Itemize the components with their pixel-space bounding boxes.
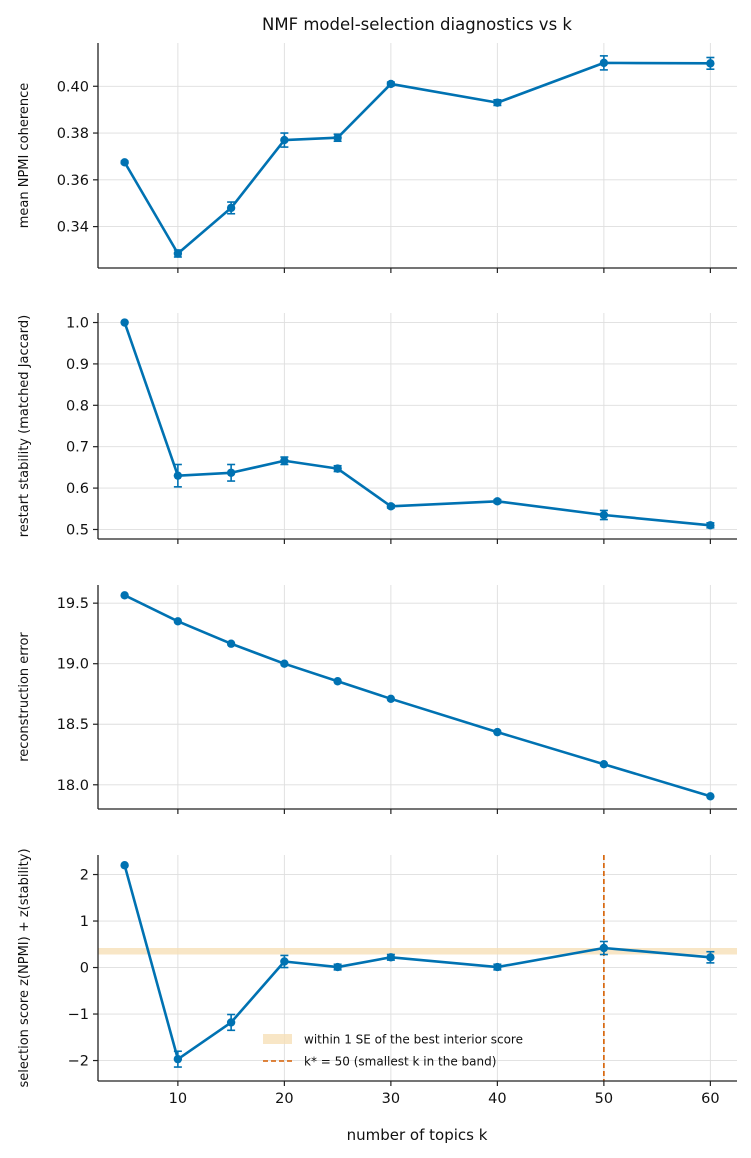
y-tick-label: 19.0 — [57, 657, 89, 673]
data-point — [226, 468, 236, 477]
panel-1: 0.34 0.36 0.38 0.40 mean NPMI coherence — [17, 43, 737, 273]
data-point — [280, 957, 289, 966]
legend-band-swatch — [263, 1034, 292, 1044]
y-tick-label: 0.40 — [57, 79, 89, 95]
y-tick-label: 1.0 — [66, 316, 89, 332]
y-tick-label: 0.8 — [66, 398, 89, 414]
data-point — [493, 727, 502, 737]
data-point — [280, 659, 289, 668]
x-axis-label: number of topics k — [347, 1126, 488, 1144]
series-line — [124, 594, 711, 798]
data-point — [120, 158, 129, 167]
data-point — [280, 456, 289, 465]
y-tick-label: 0 — [80, 961, 89, 977]
data-point — [386, 79, 396, 89]
series-line — [123, 864, 711, 1061]
data-point — [706, 59, 715, 68]
y-tick-label: 0.6 — [66, 481, 89, 497]
legend-label: k* = 50 (smallest k in the band) — [304, 1055, 496, 1069]
y-tick-label: 18.0 — [57, 778, 89, 794]
data-point — [599, 760, 609, 769]
data-point — [493, 98, 502, 107]
x-tick-label: 10 — [169, 1091, 187, 1107]
x-tick-label: 60 — [701, 1091, 719, 1107]
y-axis-label: reconstruction error — [17, 632, 32, 762]
data-point — [333, 464, 342, 473]
data-point — [226, 639, 236, 648]
x-tick-label: 30 — [382, 1091, 400, 1107]
data-point — [493, 962, 502, 972]
y-tick-label: 0.9 — [66, 357, 89, 373]
y-axis-label: restart stability (matched Jaccard) — [17, 315, 32, 537]
data-point — [706, 521, 715, 530]
y-tick-label: 19.5 — [57, 596, 89, 612]
data-point — [599, 58, 609, 68]
y-axis-label: selection score z(NPMI) + z(stability) — [17, 848, 32, 1087]
data-point — [120, 861, 129, 870]
y-tick-label: 0.34 — [57, 220, 89, 236]
data-point — [493, 497, 502, 506]
y-axis-label: mean NPMI coherence — [17, 83, 32, 229]
data-point — [333, 677, 342, 686]
se-band — [98, 948, 737, 955]
data-point — [706, 953, 715, 962]
data-point — [386, 502, 396, 511]
data-point — [333, 962, 342, 972]
data-point — [280, 135, 289, 145]
data-point — [120, 591, 129, 600]
y-tick-label: 0.7 — [66, 440, 89, 456]
data-point — [706, 792, 715, 801]
y-tick-label: 0.38 — [57, 126, 89, 142]
data-point — [599, 510, 609, 520]
series-line — [123, 322, 711, 527]
data-point — [173, 249, 183, 258]
y-tick-label: −2 — [68, 1054, 89, 1070]
y-tick-label: 0.5 — [66, 522, 89, 538]
data-point — [173, 471, 183, 480]
panel-4: −2 −1 0 1 2 10 20 30 40 50 60 selection score z(NPM… — [17, 848, 737, 1107]
x-tick-label: 50 — [595, 1091, 613, 1107]
y-tick-label: 1 — [80, 914, 89, 930]
y-tick-label: −1 — [68, 1007, 89, 1023]
series-line — [123, 61, 711, 255]
y-tick-label: 2 — [80, 868, 89, 884]
y-tick-label: 18.5 — [57, 717, 89, 733]
data-point — [120, 318, 129, 327]
chart-title: NMF model-selection diagnostics vs k — [262, 15, 572, 34]
legend: within 1 SE of the best interior score k*… — [263, 1033, 523, 1069]
data-point — [386, 953, 396, 962]
panel-2: 0.5 0.6 0.7 0.8 0.9 1.0 restart stability (mat… — [17, 313, 737, 544]
data-point — [173, 1054, 183, 1064]
y-tick-label: 0.36 — [57, 173, 89, 189]
x-tick-label: 40 — [488, 1091, 506, 1107]
data-point — [386, 694, 396, 704]
data-point — [226, 1018, 236, 1027]
data-point — [173, 617, 183, 626]
legend-label: within 1 SE of the best interior score — [304, 1033, 523, 1047]
data-point — [226, 203, 236, 213]
data-point — [599, 943, 609, 953]
x-tick-label: 20 — [275, 1091, 293, 1107]
data-point — [333, 133, 342, 142]
panel-3: 18.0 18.5 19.0 19.5 reconstruction error — [17, 585, 737, 814]
